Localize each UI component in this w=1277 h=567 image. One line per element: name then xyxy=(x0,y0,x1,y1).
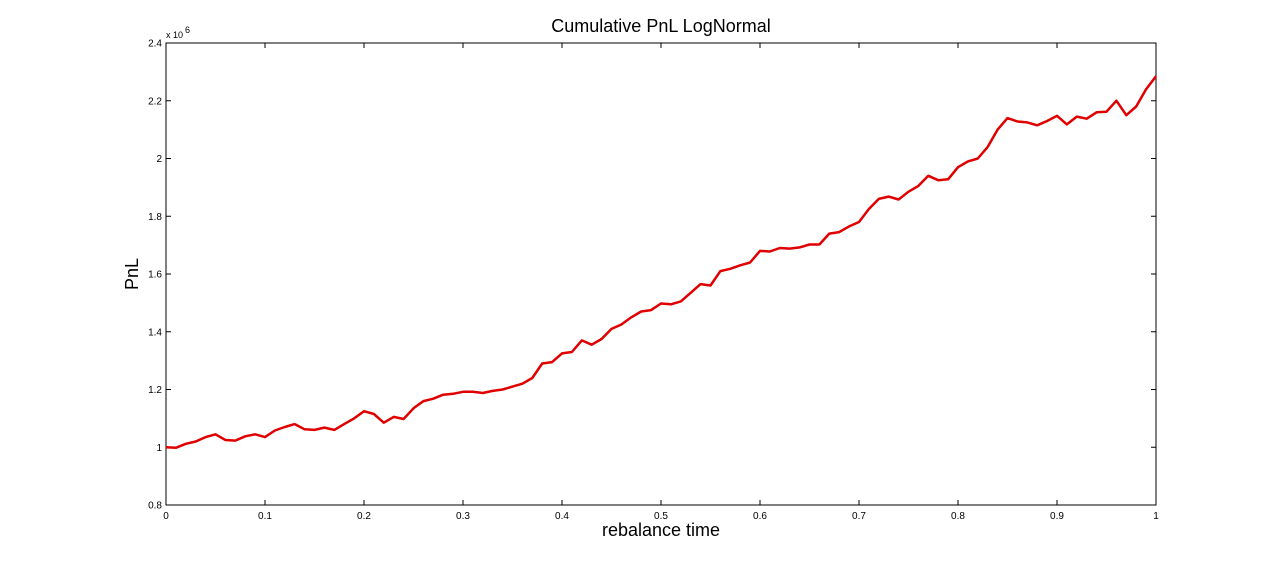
x-tick-label: 0.9 xyxy=(1050,511,1064,522)
x-tick-label: 1 xyxy=(1153,511,1159,522)
y-tick-label: 1.8 xyxy=(148,212,162,223)
x-tick-label: 0 xyxy=(163,511,169,522)
pnl-series-line xyxy=(165,75,1157,450)
y-tick-label: 1 xyxy=(156,443,162,454)
x-tick-label: 0.1 xyxy=(258,511,272,522)
y-axis-ticks: 0.8 1 1.2 1.4 1.6 1.8 2 2.2 2.4 xyxy=(148,39,1156,512)
x-tick-label: 0.6 xyxy=(753,511,767,522)
x-tick-label: 0.3 xyxy=(456,511,470,522)
y-tick-label: 2 xyxy=(156,154,162,165)
y-tick-label: 2.4 xyxy=(148,39,162,50)
plot-area xyxy=(165,42,1157,506)
x-axis-label: rebalance time xyxy=(602,520,720,540)
y-tick-label: 1.6 xyxy=(148,270,162,281)
x-tick-label: 0.4 xyxy=(555,511,569,522)
y-multiplier-label: x 10 xyxy=(166,30,183,40)
y-multiplier-exponent: 6 xyxy=(185,25,190,35)
x-tick-label: 0.2 xyxy=(357,511,371,522)
x-axis-ticks: 0 0.1 0.2 0.3 0.4 0.5 0.6 0.7 0.8 0.9 1 xyxy=(163,43,1159,522)
chart-title: Cumulative PnL LogNormal xyxy=(551,16,770,36)
series-layer xyxy=(165,75,1157,450)
x-tick-label: 0.8 xyxy=(951,511,965,522)
y-tick-label: 1.2 xyxy=(148,385,162,396)
x-tick-label: 0.7 xyxy=(852,511,866,522)
y-tick-label: 0.8 xyxy=(148,501,162,512)
x-tick-label: 0.5 xyxy=(654,511,668,522)
y-tick-label: 1.4 xyxy=(148,327,162,338)
y-axis-label: PnL xyxy=(122,258,142,290)
y-tick-label: 2.2 xyxy=(148,96,162,107)
